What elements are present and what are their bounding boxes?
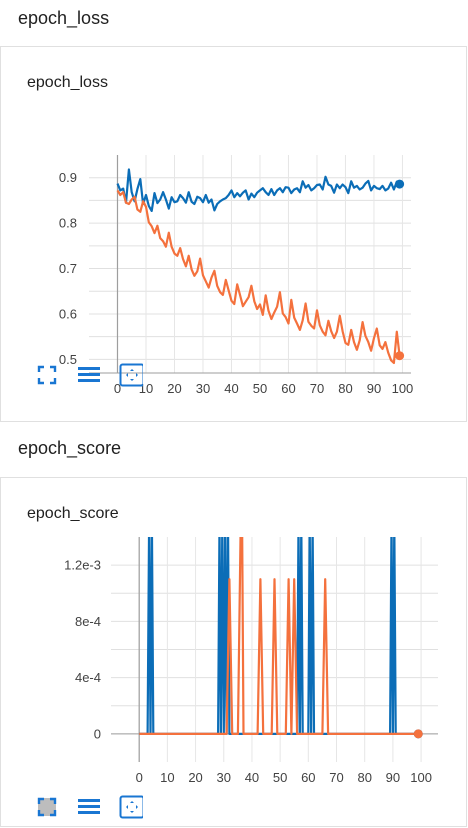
series-line-0 [139,537,419,735]
fit-domain-button[interactable] [119,795,143,819]
series-end-marker-0 [395,179,405,189]
series-line-0 [116,168,401,212]
y-tick-label: 8e-4 [75,614,101,629]
x-tick-label: 80 [338,381,352,396]
section-heading-epoch-score: epoch_score [18,438,122,458]
x-tick-label: 90 [367,381,381,396]
x-tick-label: 50 [273,770,287,785]
series-line-1 [139,537,419,735]
x-tick-label: 90 [386,770,400,785]
series-line-1 [116,189,401,365]
chart-card-epoch-score: epoch_score 0 10 20 30 40 50 60 70 80 90 100 0 4e-4 8… [0,477,467,827]
chart-title: epoch_loss [27,74,108,91]
x-tick-label: 70 [310,381,324,396]
x-tick-label: 50 [253,381,267,396]
list-icon [78,799,100,814]
series-end-marker-1 [395,351,405,361]
x-tick-label: 0 [136,770,143,785]
series-end-marker-1 [413,729,423,739]
x-tick-label: 70 [329,770,343,785]
x-tick-label: 10 [160,770,174,785]
y-tick-label: 0.8 [59,216,77,231]
fit-domain-button[interactable] [119,363,143,387]
epoch-score-chart: 0 10 20 30 40 50 60 70 80 90 100 0 4e-4 8e-4 1.2e-3 [64,537,438,785]
fullscreen-icon [37,365,57,385]
x-tick-label: 100 [392,381,414,396]
y-tick-label: 0.5 [59,352,77,367]
y-tick-label: 0 [94,726,101,741]
y-tick-label: 0.9 [59,170,77,185]
x-tick-label: 0 [114,381,121,396]
y-tick-label: 4e-4 [75,670,101,685]
x-tick-label: 40 [245,770,259,785]
x-tick-label: 20 [167,381,181,396]
y-tick-label: 0.6 [59,306,77,321]
x-tick-label: 80 [357,770,371,785]
y-tick-label: 1.2e-3 [64,558,101,573]
toggle-log-button[interactable] [77,795,101,819]
y-tick-label: 0.7 [59,261,77,276]
x-tick-label: 60 [301,770,315,785]
chart-card-epoch-loss: epoch_loss 0 10 20 30 40 50 60 70 80 90 100 0.5 0.6 0… [0,46,467,422]
chart-toolbar [35,795,143,819]
fit-domain-icon [119,363,143,387]
x-tick-label: 30 [217,770,231,785]
x-tick-label: 100 [410,770,432,785]
fullscreen-icon [37,797,57,817]
x-tick-label: 20 [188,770,202,785]
chart-title: epoch_score [27,505,119,522]
fullscreen-button[interactable] [35,795,59,819]
chart-toolbar [35,363,143,387]
fit-domain-icon [119,795,143,819]
toggle-log-button[interactable] [77,363,101,387]
x-tick-label: 30 [196,381,210,396]
x-tick-label: 60 [281,381,295,396]
x-tick-label: 40 [224,381,238,396]
list-icon [78,367,100,382]
fullscreen-button[interactable] [35,363,59,387]
section-heading-epoch-loss: epoch_loss [18,8,110,28]
